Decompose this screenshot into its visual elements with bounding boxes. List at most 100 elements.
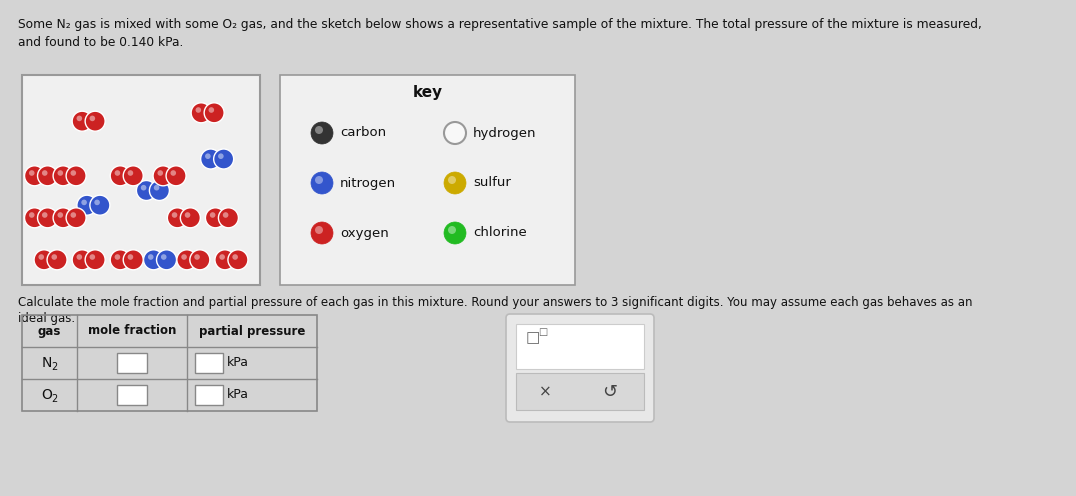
- Circle shape: [42, 170, 47, 176]
- Circle shape: [147, 254, 154, 260]
- Circle shape: [315, 226, 323, 234]
- Circle shape: [29, 212, 34, 218]
- Text: kPa: kPa: [227, 357, 249, 370]
- Circle shape: [220, 254, 225, 260]
- Text: Calculate the mole fraction and partial pressure of each gas in this mixture. Ro: Calculate the mole fraction and partial …: [18, 296, 973, 309]
- Circle shape: [57, 170, 63, 176]
- Text: carbon: carbon: [340, 126, 386, 139]
- Circle shape: [72, 111, 93, 131]
- Text: chlorine: chlorine: [473, 227, 527, 240]
- Circle shape: [115, 254, 121, 260]
- Circle shape: [185, 212, 190, 218]
- Circle shape: [444, 122, 466, 144]
- Circle shape: [166, 166, 186, 186]
- Circle shape: [161, 254, 167, 260]
- Circle shape: [89, 116, 95, 121]
- Circle shape: [311, 172, 332, 194]
- Circle shape: [206, 208, 225, 228]
- Circle shape: [209, 107, 214, 113]
- Circle shape: [89, 254, 95, 260]
- Circle shape: [176, 250, 197, 270]
- Circle shape: [42, 212, 47, 218]
- Circle shape: [189, 250, 210, 270]
- Circle shape: [315, 176, 323, 184]
- Circle shape: [29, 170, 34, 176]
- Circle shape: [85, 250, 105, 270]
- Circle shape: [153, 166, 173, 186]
- Circle shape: [53, 208, 73, 228]
- Circle shape: [232, 254, 238, 260]
- Circle shape: [115, 170, 121, 176]
- Circle shape: [448, 226, 456, 234]
- Circle shape: [25, 208, 44, 228]
- Text: oxygen: oxygen: [340, 227, 388, 240]
- Circle shape: [168, 208, 187, 228]
- Circle shape: [170, 170, 176, 176]
- Text: kPa: kPa: [227, 388, 249, 401]
- Circle shape: [52, 254, 57, 260]
- FancyBboxPatch shape: [117, 353, 147, 373]
- Circle shape: [76, 254, 82, 260]
- Circle shape: [76, 195, 97, 215]
- Circle shape: [448, 176, 456, 184]
- Text: 2: 2: [52, 362, 58, 372]
- Text: nitrogen: nitrogen: [340, 177, 396, 189]
- Circle shape: [218, 208, 239, 228]
- Circle shape: [76, 116, 82, 121]
- Circle shape: [192, 103, 211, 123]
- FancyBboxPatch shape: [195, 385, 223, 405]
- Text: gas: gas: [38, 324, 61, 337]
- Circle shape: [128, 170, 133, 176]
- Circle shape: [311, 122, 332, 144]
- Circle shape: [66, 208, 86, 228]
- Circle shape: [181, 208, 200, 228]
- Circle shape: [90, 195, 110, 215]
- Circle shape: [95, 199, 100, 205]
- Circle shape: [444, 222, 466, 244]
- Text: O: O: [41, 388, 52, 402]
- Circle shape: [38, 208, 57, 228]
- Text: ×: ×: [539, 384, 551, 399]
- Text: key: key: [412, 85, 442, 101]
- Circle shape: [156, 250, 176, 270]
- Circle shape: [137, 181, 156, 200]
- FancyBboxPatch shape: [506, 314, 654, 422]
- Circle shape: [34, 250, 54, 270]
- Circle shape: [215, 250, 235, 270]
- Circle shape: [124, 250, 143, 270]
- Circle shape: [66, 166, 86, 186]
- FancyBboxPatch shape: [117, 385, 147, 405]
- Circle shape: [196, 107, 201, 113]
- FancyBboxPatch shape: [516, 373, 645, 410]
- Text: sulfur: sulfur: [473, 177, 511, 189]
- Text: □: □: [538, 327, 548, 337]
- Text: and found to be 0.140 kPa.: and found to be 0.140 kPa.: [18, 36, 183, 49]
- Circle shape: [200, 149, 221, 169]
- Circle shape: [150, 181, 169, 200]
- Circle shape: [172, 212, 178, 218]
- Circle shape: [228, 250, 247, 270]
- Circle shape: [82, 199, 87, 205]
- Text: hydrogen: hydrogen: [473, 126, 537, 139]
- Circle shape: [85, 111, 105, 131]
- Circle shape: [71, 212, 76, 218]
- FancyBboxPatch shape: [22, 75, 260, 285]
- Circle shape: [181, 254, 187, 260]
- Circle shape: [444, 172, 466, 194]
- Circle shape: [128, 254, 133, 260]
- Circle shape: [195, 254, 200, 260]
- Circle shape: [214, 149, 233, 169]
- Circle shape: [71, 170, 76, 176]
- Circle shape: [210, 212, 215, 218]
- FancyBboxPatch shape: [516, 324, 645, 369]
- Circle shape: [204, 103, 224, 123]
- Text: 2: 2: [52, 394, 58, 404]
- Circle shape: [110, 250, 130, 270]
- Circle shape: [157, 170, 164, 176]
- Circle shape: [25, 166, 44, 186]
- Circle shape: [141, 185, 146, 190]
- Circle shape: [39, 254, 44, 260]
- Text: Some N₂ gas is mixed with some O₂ gas, and the sketch below shows a representati: Some N₂ gas is mixed with some O₂ gas, a…: [18, 18, 982, 31]
- Circle shape: [315, 126, 323, 134]
- Text: partial pressure: partial pressure: [199, 324, 306, 337]
